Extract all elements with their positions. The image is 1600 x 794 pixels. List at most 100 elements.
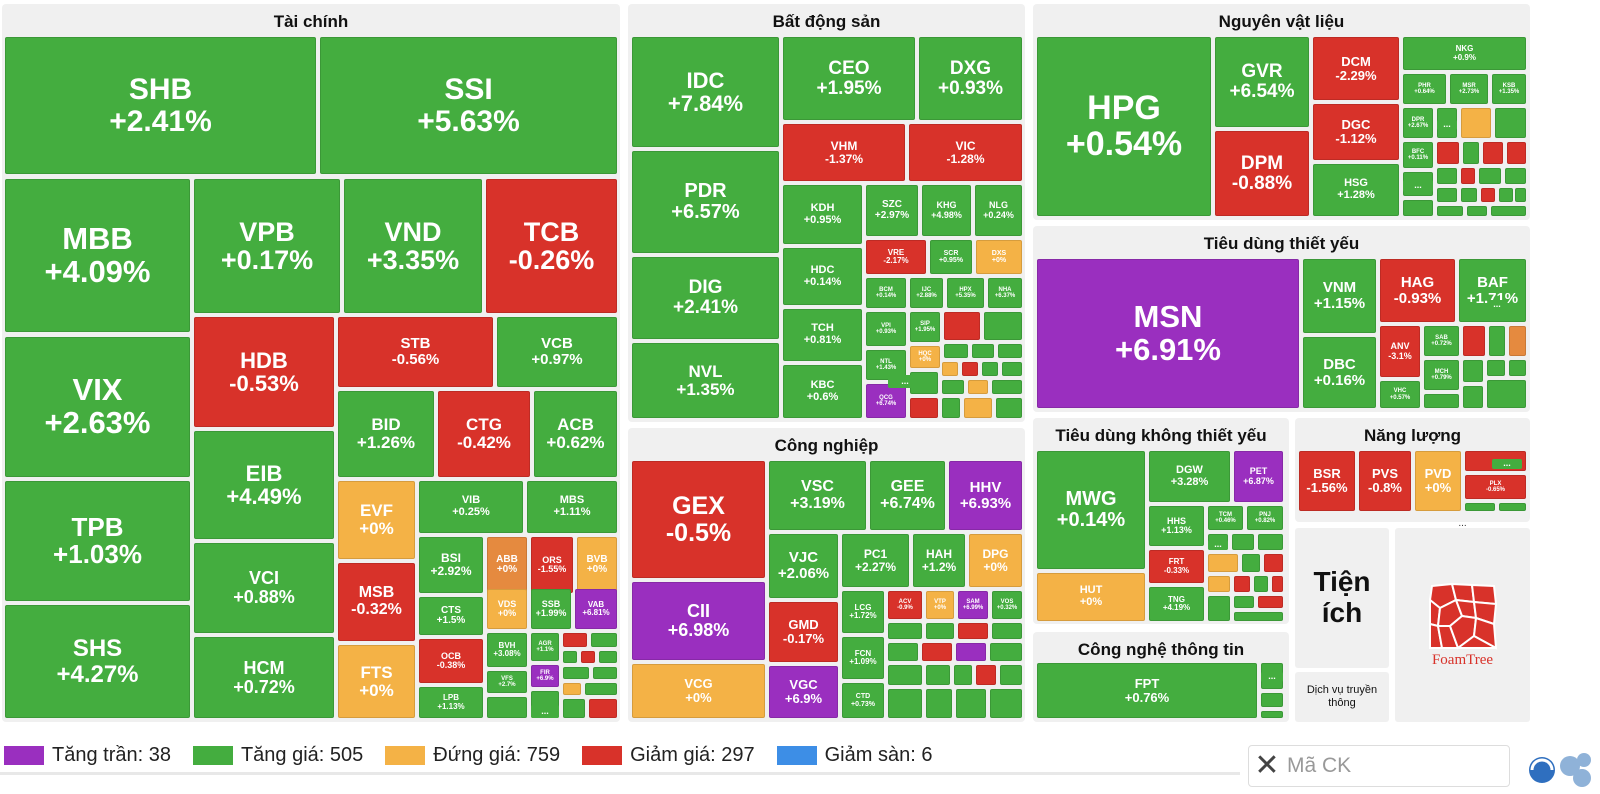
stock-tile-small[interactable] (962, 362, 978, 376)
stock-tile-stb[interactable]: STB -0.56% (338, 317, 493, 387)
stock-tile-hah[interactable]: HAH +1.2% (913, 534, 965, 587)
stock-tile-small[interactable] (956, 689, 986, 718)
stock-tile-small[interactable] (589, 699, 617, 718)
more-stocks-tile[interactable]: ... (1261, 672, 1283, 682)
stock-tile-acv[interactable]: ACV -0.9% (888, 591, 922, 619)
stock-tile-hhv[interactable]: HHV +6.93% (949, 461, 1022, 530)
stock-tile-sip[interactable]: SIP +1.95% (910, 312, 940, 342)
stock-tile-vpb[interactable]: VPB +0.17% (194, 179, 340, 313)
stock-tile-scr[interactable]: SCR +0.95% (930, 240, 972, 274)
stock-tile-small[interactable] (1437, 142, 1459, 164)
more-stocks-tile[interactable]: ... (1488, 300, 1506, 310)
stock-tile-small[interactable] (1261, 693, 1283, 707)
stock-tile-msr[interactable]: MSR +2.73% (1450, 74, 1488, 104)
stock-tile-small[interactable] (990, 689, 1022, 718)
stock-tile-hqc[interactable]: HQC +0% (910, 346, 940, 368)
stock-tile-anv[interactable]: ANV -3.1% (1380, 326, 1420, 377)
stock-tile-ocb[interactable]: OCB -0.38% (419, 639, 483, 683)
stock-tile-small[interactable] (942, 398, 960, 418)
stock-tile-small[interactable] (1509, 360, 1526, 376)
stock-tile-acb[interactable]: ACB +0.62% (534, 391, 617, 477)
stock-tile-evf[interactable]: EVF +0% (338, 481, 415, 559)
stock-tile-hhs[interactable]: HHS +1.13% (1149, 506, 1204, 546)
more-stocks-tile[interactable]: ... (531, 705, 559, 718)
stock-tile-dig[interactable]: DIG +2.41% (632, 257, 779, 339)
stock-tile-small[interactable] (926, 689, 952, 718)
stock-tile-vcb[interactable]: VCB +0.97% (497, 317, 617, 387)
sector-utilities[interactable]: Tiện ích (1295, 528, 1389, 668)
stock-tile-small[interactable] (1481, 188, 1495, 202)
stock-tile-small[interactable] (958, 623, 988, 639)
stock-tile-ors[interactable]: ORS -1.55% (531, 537, 573, 593)
stock-tile-small[interactable] (1208, 576, 1230, 592)
stock-tile-small[interactable] (1272, 576, 1283, 592)
stock-tile-small[interactable] (888, 665, 922, 685)
stock-tile-small[interactable] (1507, 142, 1526, 164)
stock-tile-bsi[interactable]: BSI +2.92% (419, 537, 483, 593)
stock-tile-gmd[interactable]: GMD -0.17% (769, 602, 838, 662)
stock-tile-small[interactable] (1208, 554, 1238, 572)
sector-title[interactable]: Công nghiệp (774, 436, 879, 455)
sector-title[interactable]: Tiêu dùng thiết yếu (1203, 234, 1360, 253)
stock-tile-small[interactable] (1463, 386, 1483, 408)
stock-tile-eib[interactable]: EIB +4.49% (194, 431, 334, 539)
stock-tile-dxs[interactable]: DXS +0% (976, 240, 1022, 274)
stock-tile-bfc[interactable]: BFC +0.11% (1403, 142, 1433, 168)
stock-tile-bvh[interactable]: BVH +3.08% (487, 633, 527, 667)
stock-tile-vnm[interactable]: VNM +1.15% (1303, 259, 1376, 333)
stock-tile-small[interactable] (888, 643, 918, 661)
stock-tile-gvr[interactable]: GVR +6.54% (1215, 37, 1309, 127)
stock-tile-msb[interactable]: MSB -0.32% (338, 563, 415, 641)
stock-tile-pet[interactable]: PET +6.87% (1234, 451, 1283, 502)
stock-tile-hcm[interactable]: HCM +0.72% (194, 637, 334, 718)
stock-tile-small[interactable] (944, 312, 980, 340)
stock-tile-shs[interactable]: SHS +4.27% (5, 605, 190, 718)
stock-tile-small[interactable] (926, 623, 954, 639)
stock-tile-small[interactable] (1509, 326, 1526, 356)
stock-tile-small[interactable] (581, 651, 595, 663)
stock-tile-hdb[interactable]: HDB -0.53% (194, 317, 334, 427)
sector-title[interactable]: Tiêu dùng không thiết yếu (1055, 426, 1267, 445)
stock-tile-bcm[interactable]: BCM +0.14% (866, 278, 906, 308)
stock-tile-vhm[interactable]: VHM -1.37% (783, 124, 905, 181)
stock-tile-small[interactable] (1495, 108, 1526, 138)
stock-tile-tch[interactable]: TCH +0.81% (783, 309, 862, 361)
stock-tile-pvs[interactable]: PVS -0.8% (1359, 451, 1411, 511)
stock-tile-gee[interactable]: GEE +6.74% (870, 461, 945, 530)
stock-tile-small[interactable] (1258, 596, 1283, 608)
stock-tile-small[interactable] (1232, 534, 1254, 550)
stock-tile-gex[interactable]: GEX -0.5% (632, 461, 765, 578)
stock-tile-bsr[interactable]: BSR -1.56% (1299, 451, 1355, 511)
stock-tile-ksb[interactable]: KSB +1.35% (1492, 74, 1526, 104)
stock-tile-small[interactable] (1437, 168, 1457, 184)
stock-tile-pdr[interactable]: PDR +6.57% (632, 151, 779, 253)
more-sectors[interactable]: ... (1458, 518, 1467, 529)
stock-tile-fcn[interactable]: FCN +1.09% (842, 637, 884, 679)
stock-tile-vci[interactable]: VCI +0.88% (194, 543, 334, 633)
stock-tile-small[interactable] (563, 699, 585, 718)
stock-tile-pnj[interactable]: PNJ +0.82% (1247, 506, 1283, 530)
stock-tile-frt[interactable]: FRT -0.33% (1149, 550, 1204, 583)
stock-tile-sab[interactable]: SAB +0.72% (1424, 326, 1459, 356)
stock-tile-small[interactable] (1515, 188, 1526, 202)
stock-tile-small[interactable] (926, 665, 950, 685)
stock-tile-khg[interactable]: KHG +4.98% (922, 185, 971, 236)
stock-tile-dgw[interactable]: DGW +3.28% (1149, 451, 1230, 502)
stock-tile-small[interactable] (1463, 326, 1485, 356)
stock-tile-sam[interactable]: SAM +6.99% (958, 591, 988, 619)
stock-tile-nkg[interactable]: NKG +0.9% (1403, 37, 1526, 70)
stock-tile-small[interactable] (1487, 360, 1505, 376)
stock-tile-tcm[interactable]: TCM +0.46% (1208, 506, 1243, 530)
stock-tile-small[interactable] (1461, 168, 1475, 184)
stock-tile-small[interactable] (1467, 206, 1487, 216)
stock-tile-agr[interactable]: AGR +1.1% (531, 633, 559, 661)
stock-tile-small[interactable] (1437, 188, 1457, 202)
stock-tile-small[interactable] (982, 362, 998, 376)
sector-media[interactable]: Dịch vụ truyền thông (1295, 672, 1389, 722)
stock-tile-small[interactable] (942, 380, 964, 394)
stock-tile-small[interactable] (1234, 612, 1283, 621)
stock-tile-small[interactable] (1002, 362, 1022, 376)
stock-tile-vib[interactable]: VIB +0.25% (419, 481, 523, 533)
stock-tile-msn[interactable]: MSN +6.91% (1037, 259, 1299, 408)
stock-tile-cii[interactable]: CII +6.98% (632, 582, 765, 660)
